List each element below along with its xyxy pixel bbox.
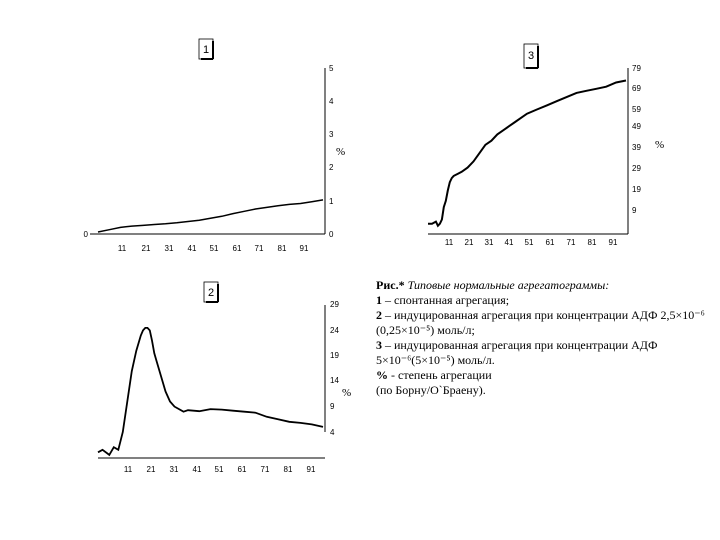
chart-2-panel-label-box: 2 — [203, 281, 219, 303]
chart-2-x-tick-label: 21 — [147, 465, 156, 474]
caption-line-4-symbol: % — [376, 368, 388, 382]
chart-2-y-tick-label: 9 — [330, 402, 335, 411]
chart-3-x-tick-label: 71 — [567, 238, 576, 247]
caption-line-3-number: 3 — [376, 338, 382, 352]
chart-3-y-tick-label: 29 — [632, 164, 641, 173]
chart-3-series-line — [428, 79, 627, 228]
chart-1-y-tick-label: 3 — [329, 130, 334, 139]
chart-1-x-tick-label: 11 — [118, 244, 127, 253]
chart-2-y-tick-label: 14 — [330, 376, 339, 385]
chart-3-x-tick-label: 21 — [465, 238, 474, 247]
chart-2: 11 21 31 41 51 61 71 81 91 4 9 14 19 24 … — [97, 281, 351, 474]
chart-1-origin-label: 0 — [84, 230, 89, 239]
chart-1-x-tick-label: 51 — [210, 244, 219, 253]
chart-3-unit-label: % — [655, 139, 664, 151]
chart-1-x-tick-label: 91 — [300, 244, 309, 253]
chart-3-x-tick-label: 81 — [588, 238, 597, 247]
caption-title: Рис.* — [376, 278, 405, 292]
chart-1-y-tick-label: 4 — [329, 97, 334, 106]
chart-3-x-tick-label: 41 — [505, 238, 514, 247]
chart-2-x-tick-label: 31 — [170, 465, 179, 474]
chart-1-x-tick-label: 61 — [233, 244, 242, 253]
chart-2-series-line — [97, 326, 324, 457]
chart-3-y-tick-label: 49 — [632, 122, 641, 131]
chart-1: 0 11 21 31 41 51 61 71 81 91 0 1 2 3 4 5… — [84, 38, 345, 253]
chart-3-x-tick-label: 31 — [485, 238, 494, 247]
chart-2-y-tick-label: 29 — [330, 300, 339, 309]
chart-1-x-tick-label: 71 — [255, 244, 264, 253]
caption-line-4: % - степень агрегации — [376, 368, 706, 383]
chart-1-panel-label-box: 1 — [198, 38, 214, 60]
caption-title-line: Рис.* Типовые нормальные агрегатограммы: — [376, 278, 706, 293]
caption-line-2: 2 – индуцированная агрегация при концент… — [376, 308, 706, 338]
chart-1-x-tick-label: 21 — [142, 244, 151, 253]
chart-2-x-tick-label: 11 — [124, 465, 133, 474]
chart-2-y-tick-label: 24 — [330, 326, 339, 335]
chart-1-y-tick-label: 1 — [329, 197, 334, 206]
caption-line-1-number: 1 — [376, 293, 382, 307]
chart-3-y-tick-label: 39 — [632, 143, 641, 152]
chart-3-panel-label-box: 3 — [523, 43, 539, 69]
chart-2-x-tick-label: 81 — [284, 465, 293, 474]
chart-2-panel-label: 2 — [208, 287, 214, 299]
chart-1-x-tick-label: 81 — [278, 244, 287, 253]
chart-3-x-tick-label: 51 — [525, 238, 534, 247]
chart-1-x-tick-label: 41 — [188, 244, 197, 253]
chart-3-y-tick-label: 19 — [632, 185, 641, 194]
caption-line-1-text: – спонтанная агрегация; — [385, 293, 510, 307]
chart-1-x-tick-label: 31 — [165, 244, 174, 253]
caption-line-5: (по Борну/О`Брaену). — [376, 383, 486, 397]
chart-3-x-tick-label: 91 — [609, 238, 618, 247]
caption-line-3: 3 – индуцированная агрегация при концент… — [376, 338, 706, 368]
chart-1-y-tick-label: 2 — [329, 163, 334, 172]
chart-1-series-line — [97, 199, 324, 233]
chart-2-x-tick-label: 61 — [238, 465, 247, 474]
figure-caption: Рис.* Типовые нормальные агрегатограммы:… — [376, 278, 706, 398]
chart-3: 11 21 31 41 51 61 71 81 91 9 19 29 39 49… — [428, 43, 664, 247]
chart-2-x-tick-label: 41 — [193, 465, 202, 474]
caption-subtitle: Типовые нормальные агрегатограммы: — [407, 278, 610, 292]
chart-3-y-tick-label: 79 — [632, 64, 641, 73]
chart-1-unit-label: % — [336, 146, 345, 158]
caption-line-4-text: - степень агрегации — [391, 368, 492, 382]
chart-3-x-tick-label: 11 — [445, 238, 454, 247]
chart-3-y-tick-label: 9 — [632, 206, 637, 215]
chart-3-y-tick-label: 59 — [632, 105, 641, 114]
chart-2-x-tick-label: 91 — [307, 465, 316, 474]
caption-line-1: 1 – спонтанная агрегация; — [376, 293, 706, 308]
chart-2-unit-label: % — [342, 387, 351, 399]
caption-line-2-text: – индуцированная агрегация при концентра… — [376, 308, 705, 337]
chart-2-x-tick-label: 71 — [261, 465, 270, 474]
caption-line-2-number: 2 — [376, 308, 382, 322]
chart-3-panel-label: 3 — [528, 50, 534, 62]
chart-1-y-tick-label: 5 — [329, 64, 334, 73]
chart-1-panel-label: 1 — [203, 44, 209, 56]
chart-2-x-tick-label: 51 — [215, 465, 224, 474]
chart-2-y-tick-label: 19 — [330, 351, 339, 360]
caption-line-3-text: – индуцированная агрегация при концентра… — [376, 338, 658, 367]
chart-2-y-tick-label: 4 — [330, 428, 335, 437]
chart-1-y-tick-label: 0 — [329, 230, 334, 239]
chart-3-y-tick-label: 69 — [632, 84, 641, 93]
chart-3-x-tick-label: 61 — [546, 238, 555, 247]
